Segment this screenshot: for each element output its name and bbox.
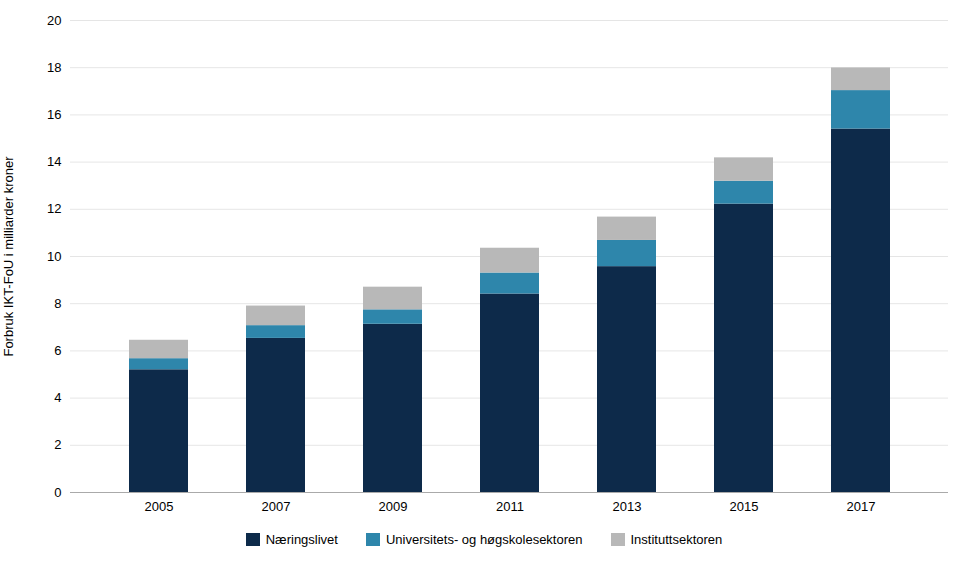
svg-text:12: 12: [47, 201, 61, 216]
svg-text:2017: 2017: [847, 499, 876, 514]
svg-text:6: 6: [54, 343, 61, 358]
svg-text:2013: 2013: [613, 499, 642, 514]
svg-text:18: 18: [47, 60, 61, 75]
svg-text:2015: 2015: [730, 499, 759, 514]
svg-text:2009: 2009: [379, 499, 408, 514]
svg-text:14: 14: [47, 154, 61, 169]
svg-text:20: 20: [47, 13, 61, 28]
svg-text:4: 4: [54, 390, 61, 405]
svg-text:2007: 2007: [262, 499, 291, 514]
svg-text:2: 2: [54, 437, 61, 452]
svg-text:10: 10: [47, 249, 61, 264]
svg-text:Forbruk IKT-FoU i milliarder k: Forbruk IKT-FoU i milliarder kroner: [1, 156, 16, 357]
html-text:Næringslivet: Næringslivet: [265, 532, 338, 547]
svg-text:16: 16: [47, 107, 61, 122]
svg-text:0: 0: [54, 485, 61, 500]
html-text:Instituttsektoren: Instituttsektoren: [630, 532, 723, 547]
svg-text:8: 8: [54, 296, 61, 311]
svg-text:2005: 2005: [145, 499, 174, 514]
svg-text:2011: 2011: [496, 499, 524, 514]
html-text:Universitets- og høgskolesekto: Universitets- og høgskolesektoren: [386, 532, 583, 547]
